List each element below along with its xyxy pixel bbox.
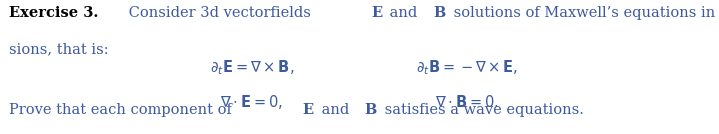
Text: E: E: [371, 6, 383, 20]
Text: $\nabla \cdot \mathbf{B} = 0.$: $\nabla \cdot \mathbf{B} = 0.$: [436, 94, 499, 110]
Text: $\partial_t\mathbf{B} = -\nabla \times \mathbf{E},$: $\partial_t\mathbf{B} = -\nabla \times \…: [416, 58, 518, 77]
Text: Consider 3d vectorfields: Consider 3d vectorfields: [124, 6, 316, 20]
Text: satisfies a wave equations.: satisfies a wave equations.: [380, 103, 584, 117]
Text: Exercise 3.: Exercise 3.: [9, 6, 98, 20]
Text: $\partial_t\mathbf{E} = \nabla \times \mathbf{B},$: $\partial_t\mathbf{E} = \nabla \times \m…: [209, 58, 294, 77]
Text: B: B: [433, 6, 445, 20]
Text: and: and: [385, 6, 422, 20]
Text: and: and: [316, 103, 354, 117]
Text: Prove that each component of: Prove that each component of: [9, 103, 236, 117]
Text: solutions of Maxwell’s equations in 3 dimen-: solutions of Maxwell’s equations in 3 di…: [449, 6, 719, 20]
Text: $\nabla \cdot \mathbf{E} = 0,$: $\nabla \cdot \mathbf{E} = 0,$: [220, 93, 283, 111]
Text: sions, that is:: sions, that is:: [9, 43, 109, 57]
Text: B: B: [364, 103, 376, 117]
Text: E: E: [302, 103, 313, 117]
